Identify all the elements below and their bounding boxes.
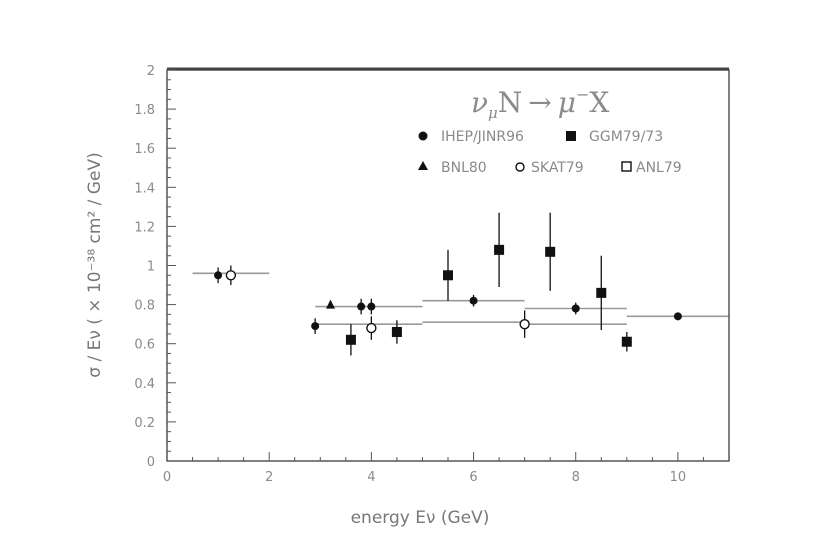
x-tick-label-10: 10 xyxy=(670,470,687,485)
reaction-nu: ν xyxy=(471,86,488,119)
legend-label-ihep: IHEP/JINR96 xyxy=(441,129,524,145)
reaction-label: νμN → μ−X xyxy=(471,85,609,122)
legend-label-ggm: GGM79/73 xyxy=(589,129,663,145)
point-s0-1 xyxy=(311,322,320,331)
point-s1-2 xyxy=(443,270,453,281)
point-s3-1 xyxy=(366,322,377,334)
legend-marker-ihep xyxy=(418,131,428,141)
point-s3-2 xyxy=(519,318,530,330)
point-s0-2 xyxy=(357,302,366,311)
reaction-minus: − xyxy=(576,85,589,104)
y-tick-label-1.4: 1.4 xyxy=(134,181,155,196)
x-tick-label-6: 6 xyxy=(469,470,477,485)
point-s0-5 xyxy=(571,304,580,313)
x-tick-label-8: 8 xyxy=(572,470,580,485)
reaction-arrow: → xyxy=(528,86,551,119)
point-s0-6 xyxy=(673,312,682,321)
points-layer xyxy=(214,212,682,356)
legend: IHEP/JINR96 GGM79/73 BNL80 SKAT79 ANL79 xyxy=(418,129,682,176)
y-tick-label-1: 1 xyxy=(147,260,155,275)
point-s1-3 xyxy=(494,244,505,255)
point-s3-0 xyxy=(225,270,237,281)
reaction-mu: μ xyxy=(558,86,576,119)
x-tick-label-2: 2 xyxy=(265,470,273,485)
point-s1-1 xyxy=(391,326,402,337)
reaction-x: X xyxy=(589,86,609,119)
y-tick-label-1.8: 1.8 xyxy=(134,103,155,118)
legend-marker-ggm xyxy=(566,131,576,141)
y-tick-label-0.2: 0.2 xyxy=(134,416,155,431)
legend-marker-skat xyxy=(515,162,525,172)
x-tick-label-0: 0 xyxy=(163,470,171,485)
y-axis: 0 0.2 0.4 0.6 0.8 1 1.2 1.4 1.6 1.8 2 xyxy=(134,64,176,470)
y-tick-label-0.6: 0.6 xyxy=(134,338,155,353)
y-tick-label-1.6: 1.6 xyxy=(134,142,155,157)
y-tick-label-1.2: 1.2 xyxy=(134,220,155,235)
legend-marker-bnl xyxy=(418,161,428,170)
point-s1-5 xyxy=(596,287,607,298)
point-s1-4 xyxy=(545,246,556,257)
point-s0-3 xyxy=(367,302,376,311)
y-tick-label-0: 0 xyxy=(147,455,155,470)
x-tick-label-4: 4 xyxy=(367,470,375,485)
reaction-n: N xyxy=(498,86,523,119)
point-s1-0 xyxy=(345,334,356,345)
y-axis-label: σ / Eν ( × 10⁻³⁸ cm² / GeV) xyxy=(85,152,105,377)
y-tick-label-0.4: 0.4 xyxy=(134,377,155,392)
reaction-mu-subscript: μ xyxy=(488,104,498,122)
legend-marker-anl xyxy=(621,161,632,172)
point-s0-0 xyxy=(214,271,223,280)
x-axis: 0 2 4 6 8 10 xyxy=(163,452,730,485)
x-axis-label: energy Eν (GeV) xyxy=(351,508,490,528)
point-s1-6 xyxy=(621,336,632,347)
y-tick-label-2: 2 xyxy=(147,64,155,79)
y-tick-label-0.8: 0.8 xyxy=(134,299,155,314)
bands-layer xyxy=(192,272,729,325)
legend-label-anl: ANL79 xyxy=(636,160,682,176)
legend-label-skat: SKAT79 xyxy=(531,160,584,176)
legend-label-bnl: BNL80 xyxy=(441,160,487,176)
point-s2-0 xyxy=(325,299,335,309)
point-s0-4 xyxy=(469,296,478,305)
